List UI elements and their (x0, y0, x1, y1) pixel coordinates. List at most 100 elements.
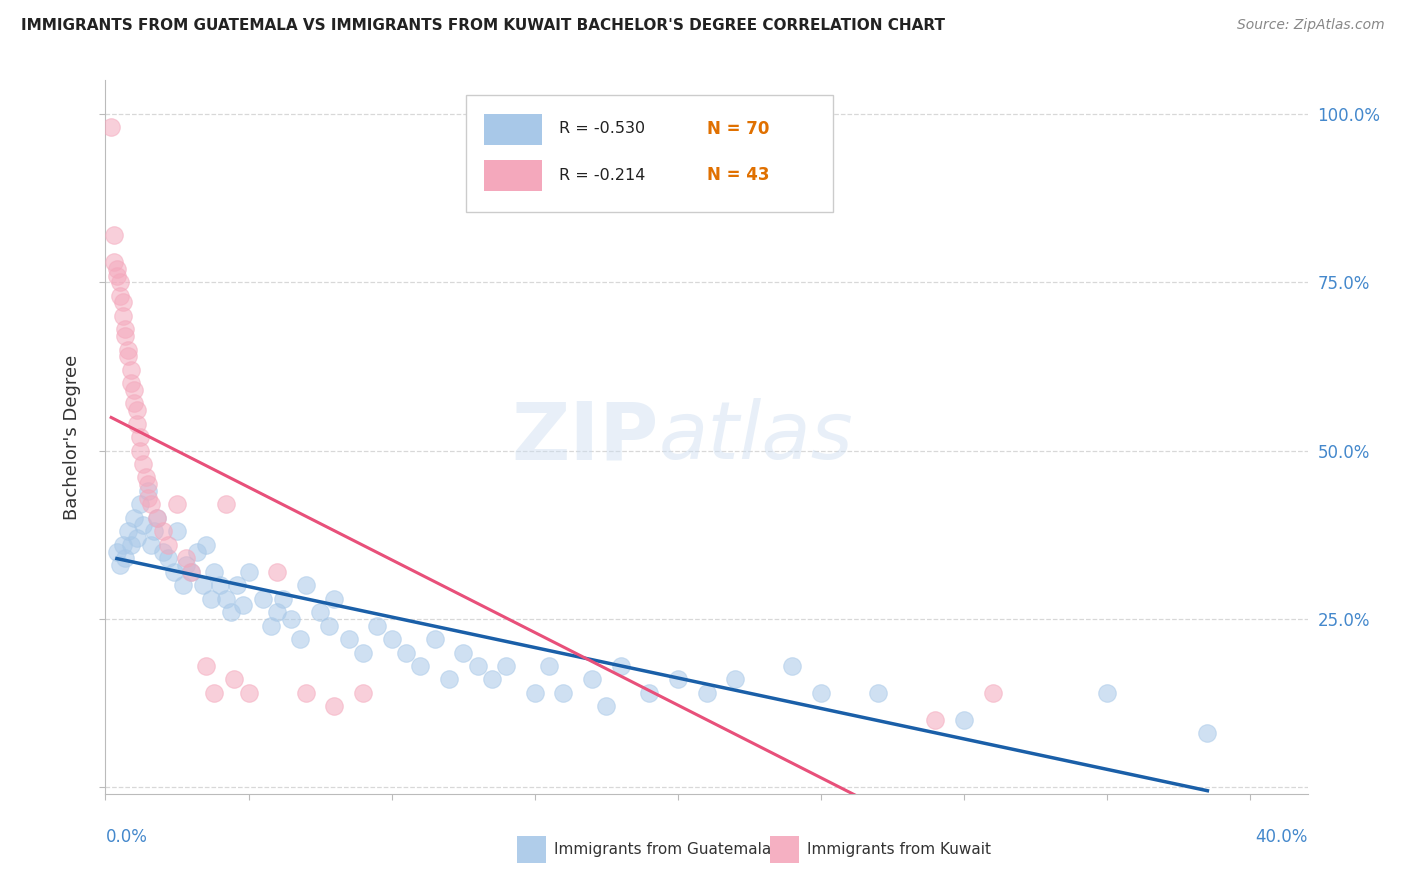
Point (409, 659, 432, 673)
Point (437, 673, 460, 687)
Point (581, 673, 603, 687)
Point (538, 659, 561, 673)
Text: Immigrants from Guatemala: Immigrants from Guatemala (554, 842, 772, 856)
Point (810, 686, 832, 700)
Point (122, 383, 145, 397)
Point (125, 403, 148, 417)
Point (1095, 686, 1118, 700)
Point (128, 497, 150, 511)
Point (337, 632, 360, 646)
Point (352, 646, 374, 660)
Point (232, 599, 254, 613)
Point (103, 228, 125, 243)
Point (194, 538, 217, 552)
Text: N = 70: N = 70 (707, 120, 769, 137)
Point (1197, 726, 1219, 740)
Point (128, 430, 150, 444)
Point (108, 558, 131, 572)
Point (186, 544, 208, 558)
Point (117, 524, 139, 539)
Point (523, 686, 546, 700)
Point (224, 673, 246, 687)
Text: IMMIGRANTS FROM GUATEMALA VS IMMIGRANTS FROM KUWAIT BACHELOR'S DEGREE CORRELATIO: IMMIGRANTS FROM GUATEMALA VS IMMIGRANTS … (21, 18, 945, 33)
Point (141, 538, 163, 552)
Point (146, 511, 169, 525)
Point (135, 470, 157, 484)
Point (114, 329, 136, 343)
Point (953, 713, 976, 727)
Point (111, 309, 134, 323)
Point (724, 673, 747, 687)
Text: ZIP: ZIP (512, 398, 658, 476)
Point (120, 538, 142, 552)
Point (238, 686, 260, 700)
Point (157, 538, 180, 552)
Point (108, 275, 131, 289)
Point (111, 538, 134, 552)
Point (120, 376, 142, 391)
Point (481, 673, 503, 687)
Point (202, 686, 225, 700)
Point (163, 565, 186, 579)
Point (495, 659, 517, 673)
Point (125, 531, 148, 545)
Point (114, 322, 136, 336)
Point (323, 699, 346, 714)
Point (103, 255, 125, 269)
Point (266, 605, 288, 619)
Point (105, 268, 128, 283)
Point (352, 686, 374, 700)
Point (111, 295, 134, 310)
Point (122, 396, 145, 410)
Point (138, 483, 160, 498)
Point (105, 261, 128, 276)
Point (191, 578, 214, 592)
Text: R = -0.530: R = -0.530 (558, 121, 645, 136)
Point (172, 578, 194, 592)
Text: Immigrants from Kuwait: Immigrants from Kuwait (807, 842, 991, 856)
Point (221, 605, 243, 619)
Point (295, 578, 318, 592)
Point (146, 511, 169, 525)
FancyBboxPatch shape (465, 95, 832, 212)
Y-axis label: Bachelor's Degree: Bachelor's Degree (63, 354, 82, 520)
Point (271, 591, 294, 606)
Point (152, 544, 174, 558)
Text: Source: ZipAtlas.com: Source: ZipAtlas.com (1237, 18, 1385, 32)
Point (157, 551, 180, 566)
Point (266, 565, 288, 579)
Point (100, 120, 122, 135)
Point (609, 659, 631, 673)
Text: atlas: atlas (658, 398, 853, 476)
Point (638, 686, 661, 700)
Point (214, 497, 236, 511)
Point (120, 363, 142, 377)
Point (260, 618, 283, 632)
Point (981, 686, 1004, 700)
Point (200, 591, 222, 606)
Point (868, 686, 890, 700)
Point (288, 632, 311, 646)
Point (238, 565, 260, 579)
Point (152, 524, 174, 539)
Point (318, 618, 340, 632)
Point (194, 659, 217, 673)
Point (117, 343, 139, 357)
Point (180, 565, 202, 579)
Point (666, 673, 689, 687)
Point (252, 591, 274, 606)
Point (138, 491, 160, 505)
Point (166, 524, 188, 539)
Point (381, 632, 404, 646)
Point (138, 477, 160, 491)
Point (295, 686, 318, 700)
Point (924, 713, 946, 727)
Point (141, 497, 163, 511)
Point (214, 591, 236, 606)
Point (323, 591, 346, 606)
Point (395, 646, 418, 660)
Point (174, 551, 197, 566)
Point (105, 544, 128, 558)
Point (128, 443, 150, 458)
Text: 0.0%: 0.0% (105, 828, 148, 846)
